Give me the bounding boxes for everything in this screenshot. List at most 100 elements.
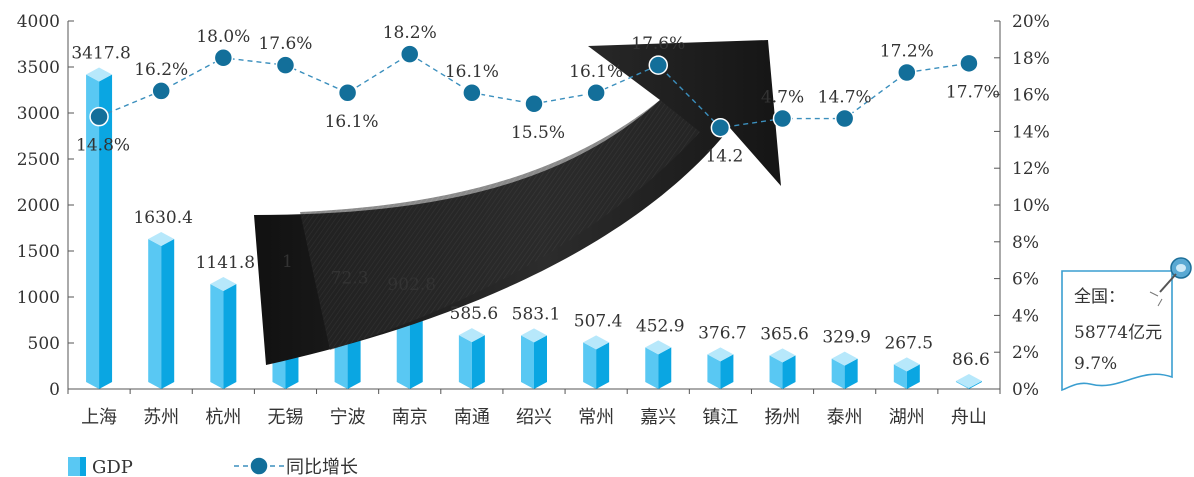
- gdp-bar-top: [831, 351, 858, 366]
- category-label: 无锡: [267, 407, 303, 428]
- gdp-bar-side: [782, 355, 796, 389]
- note-line-2: 58774亿元: [1074, 323, 1162, 343]
- legend-gdp-label: GDP: [92, 457, 133, 477]
- gdp-bar-front: [148, 239, 162, 389]
- category-label: 扬州: [765, 407, 801, 428]
- gdp-bar: [583, 335, 610, 389]
- gdp-bar-top: [458, 328, 485, 343]
- gdp-bar: [955, 374, 982, 389]
- gdp-bar-top: [210, 276, 237, 291]
- growth-value-label: 16.1%: [445, 62, 499, 82]
- gdp-bar-top: [583, 335, 610, 350]
- axes: 0 500 1000 1500 2000 2500 3000 3500 4000 0% 2% 4% 6%…: [17, 12, 1050, 428]
- legend-growth-label: 同比增长: [286, 457, 358, 477]
- gdp-bar-front: [583, 342, 597, 389]
- growth-value-label: 17.2%: [880, 42, 934, 62]
- growth-point: [959, 53, 979, 74]
- gdp-bar: [458, 328, 485, 389]
- growth-value-label: 16.1%: [325, 112, 379, 132]
- growth-point: [772, 108, 793, 129]
- gdp-bar-side: [534, 335, 547, 389]
- category-label: 南通: [454, 407, 490, 428]
- gdp-bar: [769, 348, 796, 389]
- right-tick-label: 20%: [1012, 12, 1050, 32]
- category-label: 绍兴: [516, 407, 552, 428]
- gdp-value-label: 72.3: [331, 269, 369, 289]
- gdp-bar-front: [955, 381, 969, 389]
- gdp-bar-side: [906, 364, 920, 389]
- left-tick-label: 2500: [17, 150, 60, 170]
- gdp-bar-side: [409, 305, 423, 389]
- gdp-bar-side: [968, 381, 982, 389]
- right-tick-label: 12%: [1012, 159, 1050, 179]
- gdp-bar-front: [521, 335, 534, 389]
- gdp-bar-front: [831, 358, 845, 389]
- gdp-bar-top: [645, 340, 672, 355]
- gdp-bar-side: [596, 342, 610, 389]
- growth-value-label: 14.8%: [76, 136, 130, 156]
- category-label: 舟山: [951, 407, 987, 428]
- gdp-bar: [86, 67, 113, 389]
- gdp-bar-top: [707, 347, 734, 362]
- growth-point: [151, 81, 171, 101]
- pin-icon: [1149, 257, 1192, 307]
- gdp-bar-front: [769, 355, 783, 389]
- growth-value-label: 17.6%: [631, 34, 685, 54]
- right-tick-label: 14%: [1012, 122, 1050, 142]
- growth-point: [524, 94, 544, 114]
- left-tick-label: 500: [28, 334, 60, 354]
- growth-point: [462, 83, 482, 103]
- gdp-bar-front: [645, 347, 659, 389]
- growth-point: [648, 55, 669, 75]
- gdp-value-label: 1: [282, 252, 293, 272]
- right-tick-label: 10%: [1012, 196, 1050, 216]
- gdp-bar: [831, 351, 858, 389]
- gdp-value-label: 329.9: [822, 328, 871, 348]
- gdp-bar-side: [99, 74, 113, 389]
- growth-point: [399, 44, 420, 64]
- category-label: 上海: [81, 407, 117, 428]
- left-tick-label: 3000: [17, 104, 60, 124]
- left-tick-label: 3500: [17, 58, 60, 78]
- gdp-value-label: 86.6: [952, 350, 990, 370]
- growth-value-label: 16.2%: [134, 60, 188, 80]
- right-tick-label: 16%: [1012, 86, 1050, 106]
- gdp-bar: [893, 357, 920, 389]
- gdp-bar: [521, 328, 547, 389]
- growth-value-label: 17.7%: [946, 82, 1000, 102]
- growth-value-label: 4.7%: [761, 88, 804, 108]
- right-tick-label: 6%: [1012, 270, 1039, 290]
- note-line-3: 9.7%: [1074, 354, 1117, 374]
- growth-value-label: 14.7%: [818, 88, 872, 108]
- category-label: 宁波: [330, 407, 366, 428]
- growth-point: [897, 62, 917, 83]
- note-card: [1061, 270, 1173, 392]
- right-tick-label: 2%: [1012, 343, 1039, 363]
- note-line-1: 全国：: [1074, 287, 1125, 307]
- gdp-value-label: 267.5: [884, 333, 933, 353]
- gdp-bar: [707, 347, 734, 389]
- growth-value-label: 18.0%: [196, 27, 250, 47]
- growth-point: [275, 55, 296, 75]
- legend-gdp-swatch-side: [80, 457, 86, 476]
- left-tick-label: 1500: [17, 242, 60, 262]
- gdp-bar-front: [210, 283, 224, 389]
- growth-value-label: 15.5%: [511, 123, 565, 143]
- gdp-bar-side: [844, 358, 858, 389]
- legend: GDP 同比增长: [68, 456, 358, 477]
- gdp-bar: [210, 276, 237, 389]
- category-label: 南京: [392, 407, 428, 428]
- growth-point: [337, 83, 358, 103]
- gdp-value-label: 3417.8: [71, 44, 130, 64]
- category-label: 镇江: [702, 407, 738, 428]
- category-label: 嘉兴: [640, 407, 676, 428]
- labels-layer: 3417.8 1630.4 1141.8 1 72.3 902.8 585.6 583.1 50…: [71, 23, 1000, 370]
- gdp-bar: [148, 232, 175, 389]
- growth-point: [834, 108, 855, 129]
- growth-line-layer: [89, 44, 979, 138]
- left-tick-label: 1000: [17, 288, 60, 308]
- growth-point: [213, 48, 234, 68]
- gdp-bar-top: [955, 374, 982, 389]
- category-label: 湖州: [889, 407, 925, 428]
